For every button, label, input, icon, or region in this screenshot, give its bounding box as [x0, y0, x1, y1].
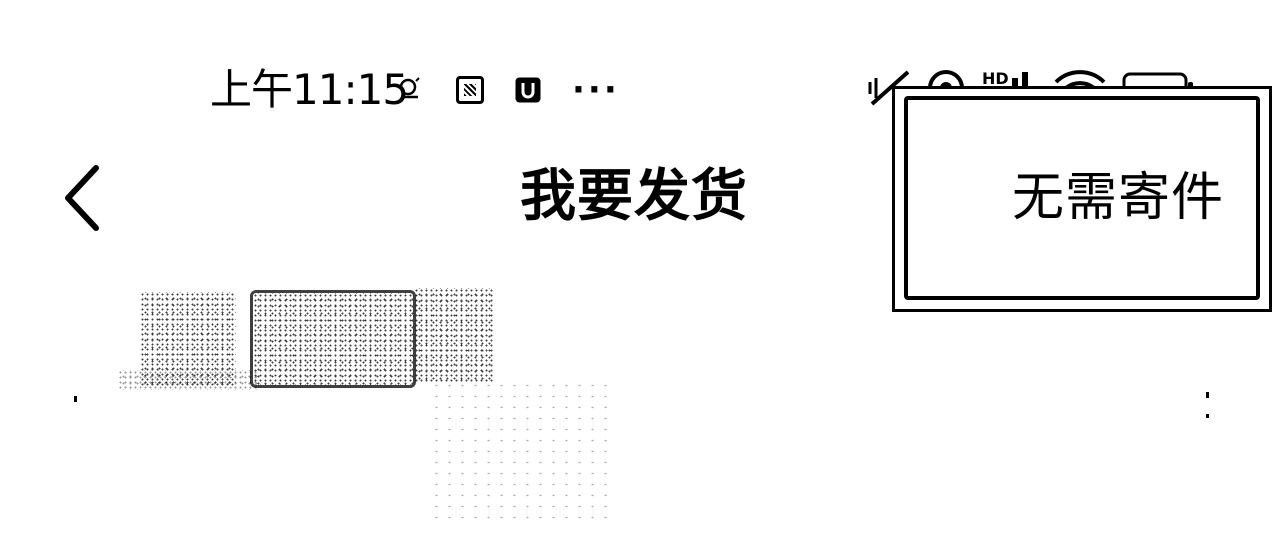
app-notification-icon: [456, 76, 484, 104]
chevron-left-icon: [65, 165, 99, 231]
back-button[interactable]: [52, 160, 112, 234]
redacted-block: [250, 290, 416, 388]
highlight-frame-inner: [904, 96, 1260, 300]
noise-speck: [74, 396, 77, 402]
more-dots-icon: ···: [572, 70, 620, 110]
noise-specks: [430, 380, 610, 520]
mute-icon: [868, 70, 910, 106]
app-u-icon: [515, 77, 541, 103]
redacted-block: [414, 288, 494, 384]
status-time: 上午11:15: [210, 65, 409, 114]
weather-icon: [399, 77, 420, 99]
redacted-block: [140, 292, 236, 388]
no-shipping-needed-button[interactable]: 无需寄件: [1012, 168, 1225, 228]
svg-text:HD: HD: [982, 69, 1009, 88]
redacted-block: [118, 370, 258, 390]
status-icons-left: ···: [396, 70, 650, 110]
noise-speck: [1206, 392, 1209, 398]
page-title: 我要发货: [520, 164, 748, 229]
noise-speck: [1206, 414, 1209, 418]
